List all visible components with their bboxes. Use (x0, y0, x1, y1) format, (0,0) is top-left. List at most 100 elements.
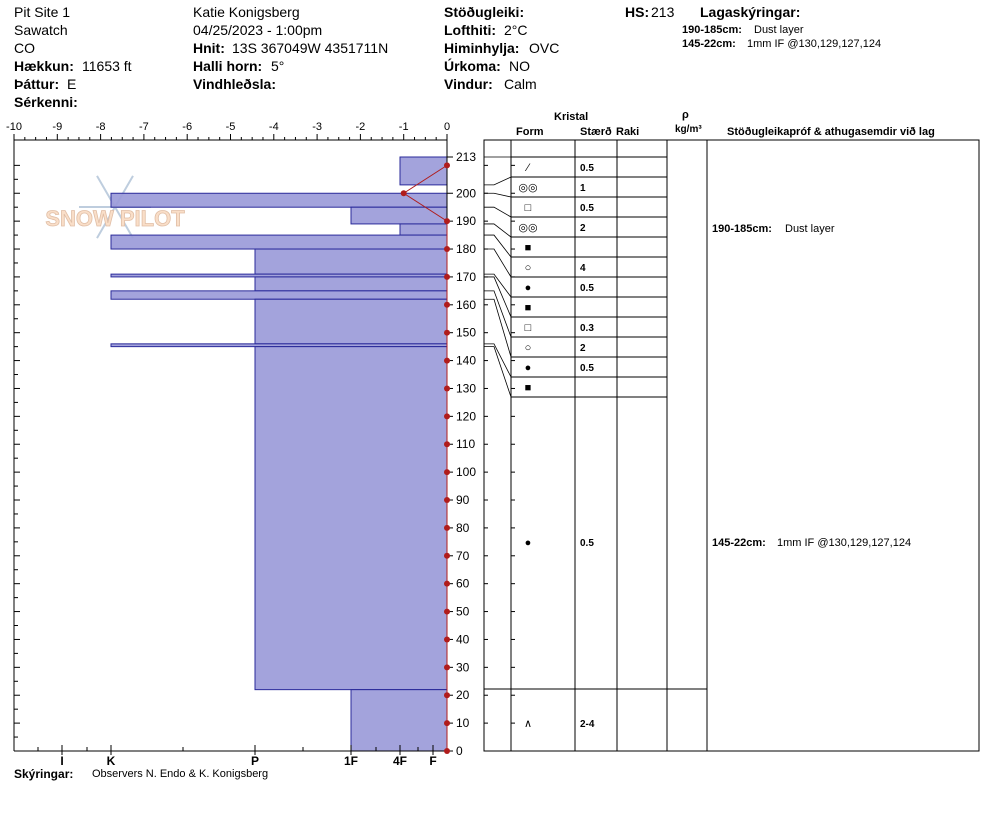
crystal-form-icon: ○ (525, 262, 532, 274)
layer-connector (484, 206, 512, 218)
depth-tick-label: 20 (456, 688, 470, 702)
size-header: Stærð (580, 126, 612, 138)
stability-label: Stöðugleiki: (444, 4, 525, 20)
slope-label: Halli horn: (193, 58, 263, 74)
snowflake-icon (96, 206, 116, 239)
crystal-size: 0.3 (580, 323, 594, 334)
precip-label: Úrkoma: (444, 58, 501, 74)
depth-tick-label: 120 (456, 409, 476, 423)
wind-label: Vindur: (444, 76, 493, 92)
hardness-bar (110, 290, 448, 300)
legend-1-text: Dust layer (754, 24, 804, 36)
table-frame (483, 139, 980, 752)
hardness-bar (350, 689, 448, 752)
wind-loading-label: Vindhleðsla: (193, 76, 276, 92)
crystal-form-icon: ● (525, 282, 532, 294)
temperature-point (444, 413, 450, 420)
layer-connector (484, 234, 512, 258)
crystal-size: 0.5 (580, 363, 594, 374)
temp-tick-label: 0 (444, 121, 450, 133)
hardness-bar (350, 206, 448, 225)
hardness-bar (254, 276, 448, 292)
air-temp-label: Lofthiti: (444, 22, 497, 38)
temperature-point (444, 441, 450, 448)
temperature-point (444, 720, 450, 727)
temperature-point (444, 162, 450, 169)
legend-title: Lagaskýringar: (700, 4, 801, 20)
crystal-form-icon: ● (525, 537, 532, 549)
temperature-point (444, 385, 450, 392)
temperature-point (444, 273, 450, 280)
hardness-tick-label: 1F (344, 754, 358, 768)
crystal-form-icon: ◎◎ (518, 182, 537, 194)
layer-connector (484, 276, 512, 318)
snowflake-icon (114, 206, 134, 239)
depth-tick-label: 40 (456, 632, 470, 646)
legend-1-range: 190-185cm: (682, 24, 742, 36)
layer-connector (484, 223, 512, 238)
temp-tick-label: -2 (356, 121, 366, 133)
temperature-point (444, 301, 450, 308)
aspect-value: E (67, 76, 77, 92)
hardness-bar (254, 298, 448, 345)
precip-value: NO (509, 58, 530, 74)
comment-1-text: Dust layer (785, 223, 835, 235)
depth-tick-label: 0 (456, 744, 463, 758)
layer-connector (484, 248, 512, 278)
depth-tick-label: 80 (456, 521, 470, 535)
crystal-size: 0.5 (580, 538, 594, 549)
sky-value: OVC (529, 40, 560, 56)
coords-value: 13S 367049W 4351711N (232, 40, 389, 56)
hardness-tick-label: 4F (393, 754, 407, 768)
temp-tick-label: -4 (269, 121, 279, 133)
hardness-bar (110, 192, 448, 208)
layer-connector (484, 346, 512, 398)
hardness-bar (254, 346, 448, 691)
temp-tick-label: -5 (226, 121, 236, 133)
specifics-label: Sérkenni: (14, 94, 78, 110)
temperature-point (444, 329, 450, 336)
depth-tick-label: 170 (456, 270, 476, 284)
date-time: 04/25/2023 - 1:00pm (193, 22, 323, 38)
crystal-form-icon: ■ (525, 302, 532, 314)
hardness-bar (254, 248, 448, 275)
crystal-form-icon: □ (525, 322, 532, 334)
hs-value: 213 (651, 4, 675, 20)
crystal-size: 0.5 (580, 163, 594, 174)
slope-value: 5° (271, 58, 285, 74)
temperature-point (444, 497, 450, 504)
notes-value: Observers N. Endo & K. Konigsberg (92, 768, 269, 780)
crystal-form-icon: ◎◎ (518, 222, 537, 234)
layer-connector (484, 176, 512, 186)
hardness-bar (399, 223, 448, 236)
crystal-form-icon: ∧ (524, 718, 532, 730)
hardness-tick-label: P (251, 754, 259, 768)
crystal-size: 1 (580, 183, 586, 194)
depth-tick-label: 110 (456, 437, 475, 451)
temperature-point (444, 246, 450, 253)
layer-connector (484, 192, 512, 198)
temp-tick-label: -9 (52, 121, 62, 133)
temperature-point (444, 580, 450, 587)
temperature-point (444, 748, 450, 754)
depth-tick-label: 70 (456, 549, 470, 563)
hardness-tick-label: I (60, 754, 63, 768)
kristal-header: Kristal (554, 111, 589, 123)
depth-tick-label: 160 (456, 298, 476, 312)
coords-label: Hnit: (193, 40, 225, 56)
depth-tick-label: 90 (456, 493, 470, 507)
hs-label: HS: (625, 4, 650, 20)
depth-tick-label: 180 (456, 242, 476, 256)
comment-1-range: 190-185cm: (712, 223, 772, 235)
wind-value: Calm (504, 76, 537, 92)
crystal-size: 2 (580, 343, 586, 354)
temperature-point (444, 552, 450, 559)
layer-connector (484, 273, 512, 298)
site-name: Pit Site 1 (14, 4, 71, 20)
crystal-form-icon: ● (525, 362, 532, 374)
depth-tick-label: 200 (456, 186, 476, 200)
crystal-form-icon: ■ (525, 242, 532, 254)
hardness-tick-label: K (107, 754, 116, 768)
notes-label: Skýringar: (14, 767, 74, 781)
